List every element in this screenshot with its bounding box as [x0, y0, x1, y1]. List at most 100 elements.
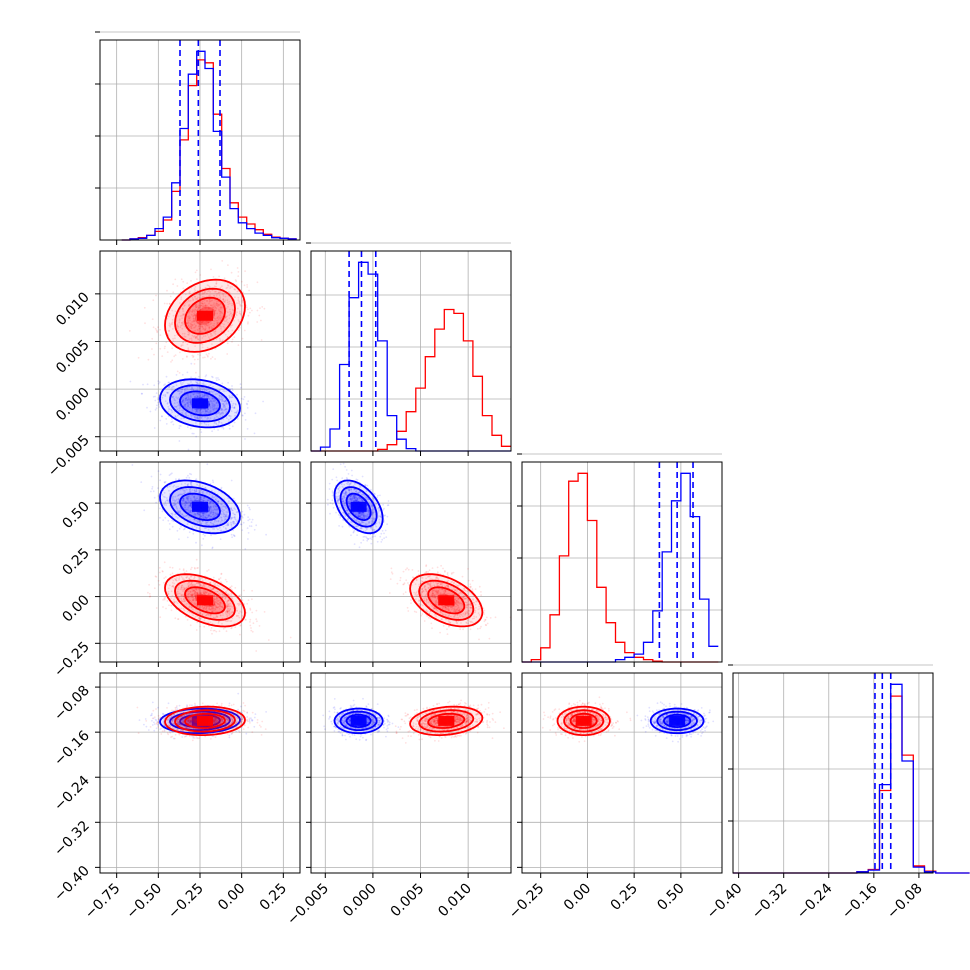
- scatter-point: [214, 312, 217, 315]
- histogram-red: [311, 308, 511, 452]
- scatter-point: [206, 284, 209, 286]
- scatter-point: [171, 309, 174, 312]
- scatter-point: [241, 515, 244, 518]
- scatter-point: [186, 388, 189, 391]
- scatter-point: [210, 509, 213, 512]
- scatter-point: [173, 397, 176, 400]
- scatter-point: [232, 497, 235, 500]
- scatter-point: [207, 306, 210, 309]
- scatter-point: [147, 591, 149, 594]
- scatter-point: [198, 386, 201, 388]
- scatter-point: [214, 309, 217, 312]
- scatter-point: [228, 317, 231, 320]
- scatter-point: [180, 390, 183, 393]
- scatter-point: [157, 470, 160, 472]
- scatter-point: [197, 410, 200, 413]
- scatter-point: [213, 307, 215, 310]
- scatter-point: [225, 412, 227, 414]
- scatter-point: [204, 394, 207, 396]
- scatter-point: [373, 493, 376, 496]
- scatter-point: [174, 415, 177, 418]
- scatter-point: [192, 319, 195, 322]
- scatter-point: [222, 403, 225, 405]
- scatter-point: [224, 316, 227, 319]
- scatter-point: [175, 406, 178, 408]
- scatter-point: [332, 468, 335, 470]
- scatter-point: [246, 407, 249, 409]
- scatter-point: [239, 304, 242, 307]
- scatter-point: [175, 478, 177, 480]
- scatter-point: [208, 326, 211, 329]
- scatter-point: [350, 534, 352, 537]
- scatter-point: [188, 304, 190, 307]
- scatter-point: [195, 324, 197, 327]
- scatter-point: [193, 323, 196, 326]
- scatter-point: [194, 305, 197, 308]
- scatter-point: [166, 391, 168, 394]
- scatter-point: [190, 509, 193, 512]
- scatter-point: [155, 329, 158, 332]
- scatter-point: [222, 505, 225, 507]
- scatter-point: [195, 297, 198, 300]
- scatter-point: [244, 270, 247, 272]
- scatter-point: [148, 595, 151, 598]
- scatter-point: [208, 391, 211, 394]
- scatter-point: [156, 404, 158, 407]
- scatter-point: [221, 411, 224, 414]
- scatter-point: [194, 329, 197, 332]
- scatter-point: [191, 409, 194, 411]
- scatter-point: [204, 388, 207, 391]
- scatter-point: [208, 400, 211, 403]
- scatter-point: [194, 416, 197, 419]
- scatter-point: [162, 519, 165, 522]
- scatter-point: [177, 326, 180, 328]
- scatter-point: [384, 529, 387, 532]
- scatter-point: [181, 396, 184, 399]
- scatter-point: [202, 492, 204, 495]
- scatter-point: [195, 435, 198, 438]
- scatter-point: [203, 383, 205, 386]
- scatter-point: [168, 408, 171, 410]
- scatter-point: [417, 570, 420, 572]
- scatter-point: [181, 401, 184, 404]
- scatter-point: [327, 503, 329, 506]
- scatter-point: [192, 532, 195, 535]
- scatter-point: [213, 421, 216, 423]
- scatter-point: [232, 309, 235, 312]
- scatter-point: [202, 304, 205, 307]
- scatter-point: [195, 558, 198, 561]
- scatter-point: [208, 391, 211, 393]
- scatter-point: [184, 388, 186, 391]
- scatter-point: [190, 381, 192, 383]
- scatter-point: [187, 393, 190, 396]
- scatter-point: [184, 397, 187, 400]
- scatter-point: [216, 317, 219, 319]
- scatter-point: [182, 528, 185, 531]
- scatter-point: [209, 291, 212, 293]
- scatter-point: [212, 516, 214, 519]
- scatter-point: [198, 498, 201, 501]
- scatter-point: [154, 395, 157, 398]
- scatter-point: [219, 314, 222, 317]
- scatter-point: [261, 306, 264, 308]
- scatter-point: [186, 301, 188, 303]
- scatter-point: [226, 524, 229, 527]
- scatter-point: [215, 303, 218, 305]
- scatter-point: [201, 498, 204, 501]
- scatter-point: [186, 499, 189, 501]
- scatter-point: [205, 410, 208, 412]
- scatter-point: [188, 389, 190, 391]
- scatter-point: [230, 518, 233, 521]
- scatter-point: [198, 305, 201, 307]
- density-peak: [350, 501, 367, 512]
- scatter-point: [196, 411, 199, 413]
- scatter-point: [220, 409, 223, 411]
- scatter-point: [204, 335, 207, 337]
- scatter-point: [207, 321, 210, 324]
- scatter-point: [201, 393, 204, 396]
- scatter-point: [157, 487, 159, 489]
- scatter-point: [159, 419, 162, 422]
- scatter-point: [220, 426, 223, 429]
- scatter-point: [208, 300, 211, 303]
- scatter-point: [185, 476, 188, 479]
